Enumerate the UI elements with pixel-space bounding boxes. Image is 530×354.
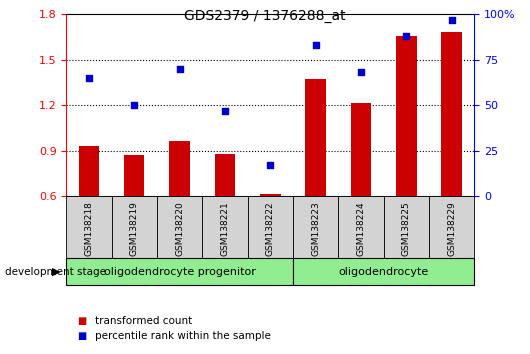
Text: GDS2379 / 1376288_at: GDS2379 / 1376288_at <box>184 9 346 23</box>
Bar <box>441 32 462 196</box>
Bar <box>79 145 99 196</box>
Text: ▶: ▶ <box>52 267 61 277</box>
Text: ■: ■ <box>77 331 86 341</box>
Text: GSM138222: GSM138222 <box>266 201 275 256</box>
Bar <box>338 196 384 258</box>
Point <box>447 17 456 22</box>
Bar <box>170 141 190 196</box>
Bar <box>215 154 235 196</box>
Text: oligodendrocyte progenitor: oligodendrocyte progenitor <box>104 267 255 277</box>
Text: transformed count: transformed count <box>95 316 192 326</box>
Text: GSM138223: GSM138223 <box>311 201 320 256</box>
Text: GSM138219: GSM138219 <box>130 201 139 256</box>
Bar <box>293 196 338 258</box>
Text: GSM138229: GSM138229 <box>447 201 456 256</box>
Text: percentile rank within the sample: percentile rank within the sample <box>95 331 271 341</box>
Bar <box>293 258 474 285</box>
Point <box>130 103 138 108</box>
Bar <box>157 196 202 258</box>
Point <box>402 33 411 39</box>
Point <box>175 66 184 72</box>
Point <box>85 75 93 81</box>
Bar <box>124 155 145 196</box>
Text: ■: ■ <box>77 316 86 326</box>
Text: GSM138218: GSM138218 <box>84 201 93 256</box>
Text: GSM138221: GSM138221 <box>220 201 229 256</box>
Point <box>312 42 320 48</box>
Bar <box>248 196 293 258</box>
Text: GSM138224: GSM138224 <box>357 201 366 256</box>
Text: development stage: development stage <box>5 267 107 277</box>
Bar <box>260 194 280 196</box>
Bar <box>429 196 474 258</box>
Text: oligodendrocyte: oligodendrocyte <box>339 267 429 277</box>
Bar <box>384 196 429 258</box>
Point <box>266 162 275 168</box>
Bar <box>66 196 112 258</box>
Text: GSM138225: GSM138225 <box>402 201 411 256</box>
Point <box>357 70 365 75</box>
Bar <box>351 103 371 196</box>
Point <box>220 108 229 114</box>
Bar <box>112 196 157 258</box>
Text: GSM138220: GSM138220 <box>175 201 184 256</box>
Bar <box>396 36 417 196</box>
Bar <box>66 258 293 285</box>
Bar <box>202 196 248 258</box>
Bar <box>305 79 326 196</box>
